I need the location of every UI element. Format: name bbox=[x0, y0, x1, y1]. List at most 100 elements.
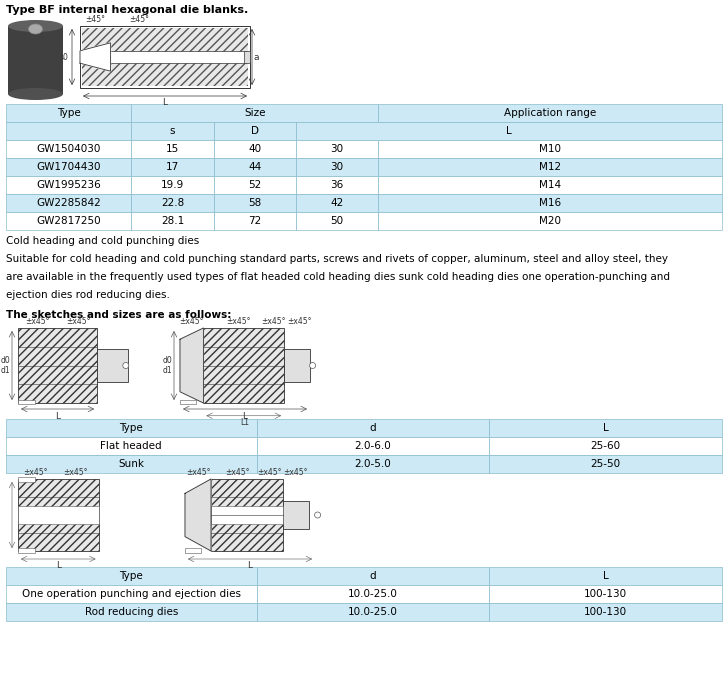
Bar bbox=[6, 104, 131, 122]
Text: 10.0-25.0: 10.0-25.0 bbox=[348, 607, 398, 617]
Bar bbox=[18, 328, 98, 403]
Text: Type: Type bbox=[119, 571, 143, 581]
Text: 50: 50 bbox=[331, 216, 344, 226]
Text: 72: 72 bbox=[248, 216, 261, 226]
Text: 15: 15 bbox=[166, 144, 179, 154]
Text: 2.0-5.0: 2.0-5.0 bbox=[355, 459, 392, 469]
Bar bbox=[18, 400, 34, 404]
Bar bbox=[379, 176, 722, 194]
Bar bbox=[244, 51, 250, 63]
Text: d0
d1: d0 d1 bbox=[162, 356, 172, 375]
Bar bbox=[6, 158, 131, 176]
Text: 52: 52 bbox=[248, 180, 261, 190]
Bar bbox=[18, 548, 35, 553]
Text: ±x45°: ±x45° bbox=[179, 317, 204, 326]
Bar bbox=[379, 140, 722, 158]
Bar bbox=[211, 506, 282, 524]
Bar bbox=[379, 212, 722, 230]
Text: Flat headed: Flat headed bbox=[100, 441, 162, 451]
Text: Type: Type bbox=[57, 108, 81, 118]
Bar bbox=[489, 585, 722, 603]
Text: ±x45°: ±x45° bbox=[66, 317, 91, 326]
Bar bbox=[213, 194, 296, 212]
Text: 10.0-25.0: 10.0-25.0 bbox=[348, 589, 398, 599]
Text: 25-60: 25-60 bbox=[590, 441, 621, 451]
Text: L: L bbox=[506, 126, 512, 136]
Bar bbox=[203, 328, 284, 403]
Bar bbox=[6, 567, 256, 585]
Bar bbox=[80, 26, 250, 88]
Bar bbox=[489, 437, 722, 455]
Text: ±x45°: ±x45° bbox=[63, 468, 88, 477]
Bar bbox=[6, 176, 131, 194]
Bar bbox=[131, 158, 213, 176]
Bar bbox=[131, 212, 213, 230]
Bar bbox=[256, 567, 489, 585]
Text: M10: M10 bbox=[539, 144, 561, 154]
Text: 100-130: 100-130 bbox=[584, 589, 628, 599]
Text: L: L bbox=[603, 571, 609, 581]
Text: 22.8: 22.8 bbox=[161, 198, 184, 208]
Text: Rod reducing dies: Rod reducing dies bbox=[84, 607, 178, 617]
Bar bbox=[6, 212, 131, 230]
Bar bbox=[18, 477, 35, 482]
Bar bbox=[256, 603, 489, 621]
Polygon shape bbox=[80, 43, 111, 71]
Text: ±45°: ±45° bbox=[130, 15, 149, 24]
Ellipse shape bbox=[28, 24, 42, 34]
Text: L: L bbox=[56, 561, 60, 570]
Bar bbox=[489, 419, 722, 437]
Text: 30: 30 bbox=[331, 162, 344, 172]
Bar bbox=[6, 437, 256, 455]
Bar bbox=[8, 26, 63, 94]
Text: Type: Type bbox=[119, 423, 143, 433]
Text: ejection dies rod reducing dies.: ejection dies rod reducing dies. bbox=[6, 290, 170, 300]
Ellipse shape bbox=[8, 88, 63, 100]
Text: ±45°: ±45° bbox=[85, 15, 106, 24]
Text: L: L bbox=[162, 98, 167, 107]
Text: are available in the frequently used types of flat headed cold heading dies sunk: are available in the frequently used typ… bbox=[6, 272, 670, 282]
Text: ±x45°: ±x45° bbox=[226, 317, 250, 326]
Bar bbox=[131, 194, 213, 212]
Bar bbox=[379, 104, 722, 122]
Text: ±x45°: ±x45° bbox=[288, 317, 312, 326]
Bar bbox=[6, 585, 256, 603]
Bar bbox=[18, 479, 98, 551]
Text: L: L bbox=[242, 412, 248, 421]
Text: ±x45°: ±x45° bbox=[23, 468, 47, 477]
Text: L: L bbox=[248, 561, 253, 570]
Text: 25-50: 25-50 bbox=[590, 459, 621, 469]
Text: M12: M12 bbox=[539, 162, 561, 172]
Bar bbox=[296, 158, 379, 176]
Text: M14: M14 bbox=[539, 180, 561, 190]
Bar bbox=[82, 28, 248, 86]
Bar bbox=[185, 548, 201, 553]
Ellipse shape bbox=[8, 20, 63, 32]
Text: d: d bbox=[370, 571, 376, 581]
Text: Suitable for cold heading and cold punching standard parts, screws and rivets of: Suitable for cold heading and cold punch… bbox=[6, 254, 668, 264]
Bar bbox=[284, 348, 310, 382]
Bar bbox=[256, 419, 489, 437]
Bar bbox=[98, 348, 128, 382]
Bar bbox=[6, 194, 131, 212]
Text: D: D bbox=[251, 126, 259, 136]
Polygon shape bbox=[185, 479, 211, 551]
Text: 28.1: 28.1 bbox=[161, 216, 184, 226]
Text: The sketches and sizes are as follows:: The sketches and sizes are as follows: bbox=[6, 310, 232, 320]
Bar bbox=[213, 176, 296, 194]
Text: Application range: Application range bbox=[504, 108, 596, 118]
Bar bbox=[213, 122, 296, 140]
Text: 19.9: 19.9 bbox=[161, 180, 184, 190]
Text: s0: s0 bbox=[59, 52, 68, 62]
Bar bbox=[213, 140, 296, 158]
Text: 17: 17 bbox=[166, 162, 179, 172]
Polygon shape bbox=[180, 328, 203, 403]
Bar bbox=[131, 176, 213, 194]
Bar bbox=[489, 567, 722, 585]
Circle shape bbox=[309, 363, 316, 369]
Text: ±x45°: ±x45° bbox=[257, 468, 282, 477]
Circle shape bbox=[123, 363, 129, 369]
Text: M20: M20 bbox=[539, 216, 561, 226]
Text: L: L bbox=[55, 412, 60, 421]
Text: 36: 36 bbox=[331, 180, 344, 190]
